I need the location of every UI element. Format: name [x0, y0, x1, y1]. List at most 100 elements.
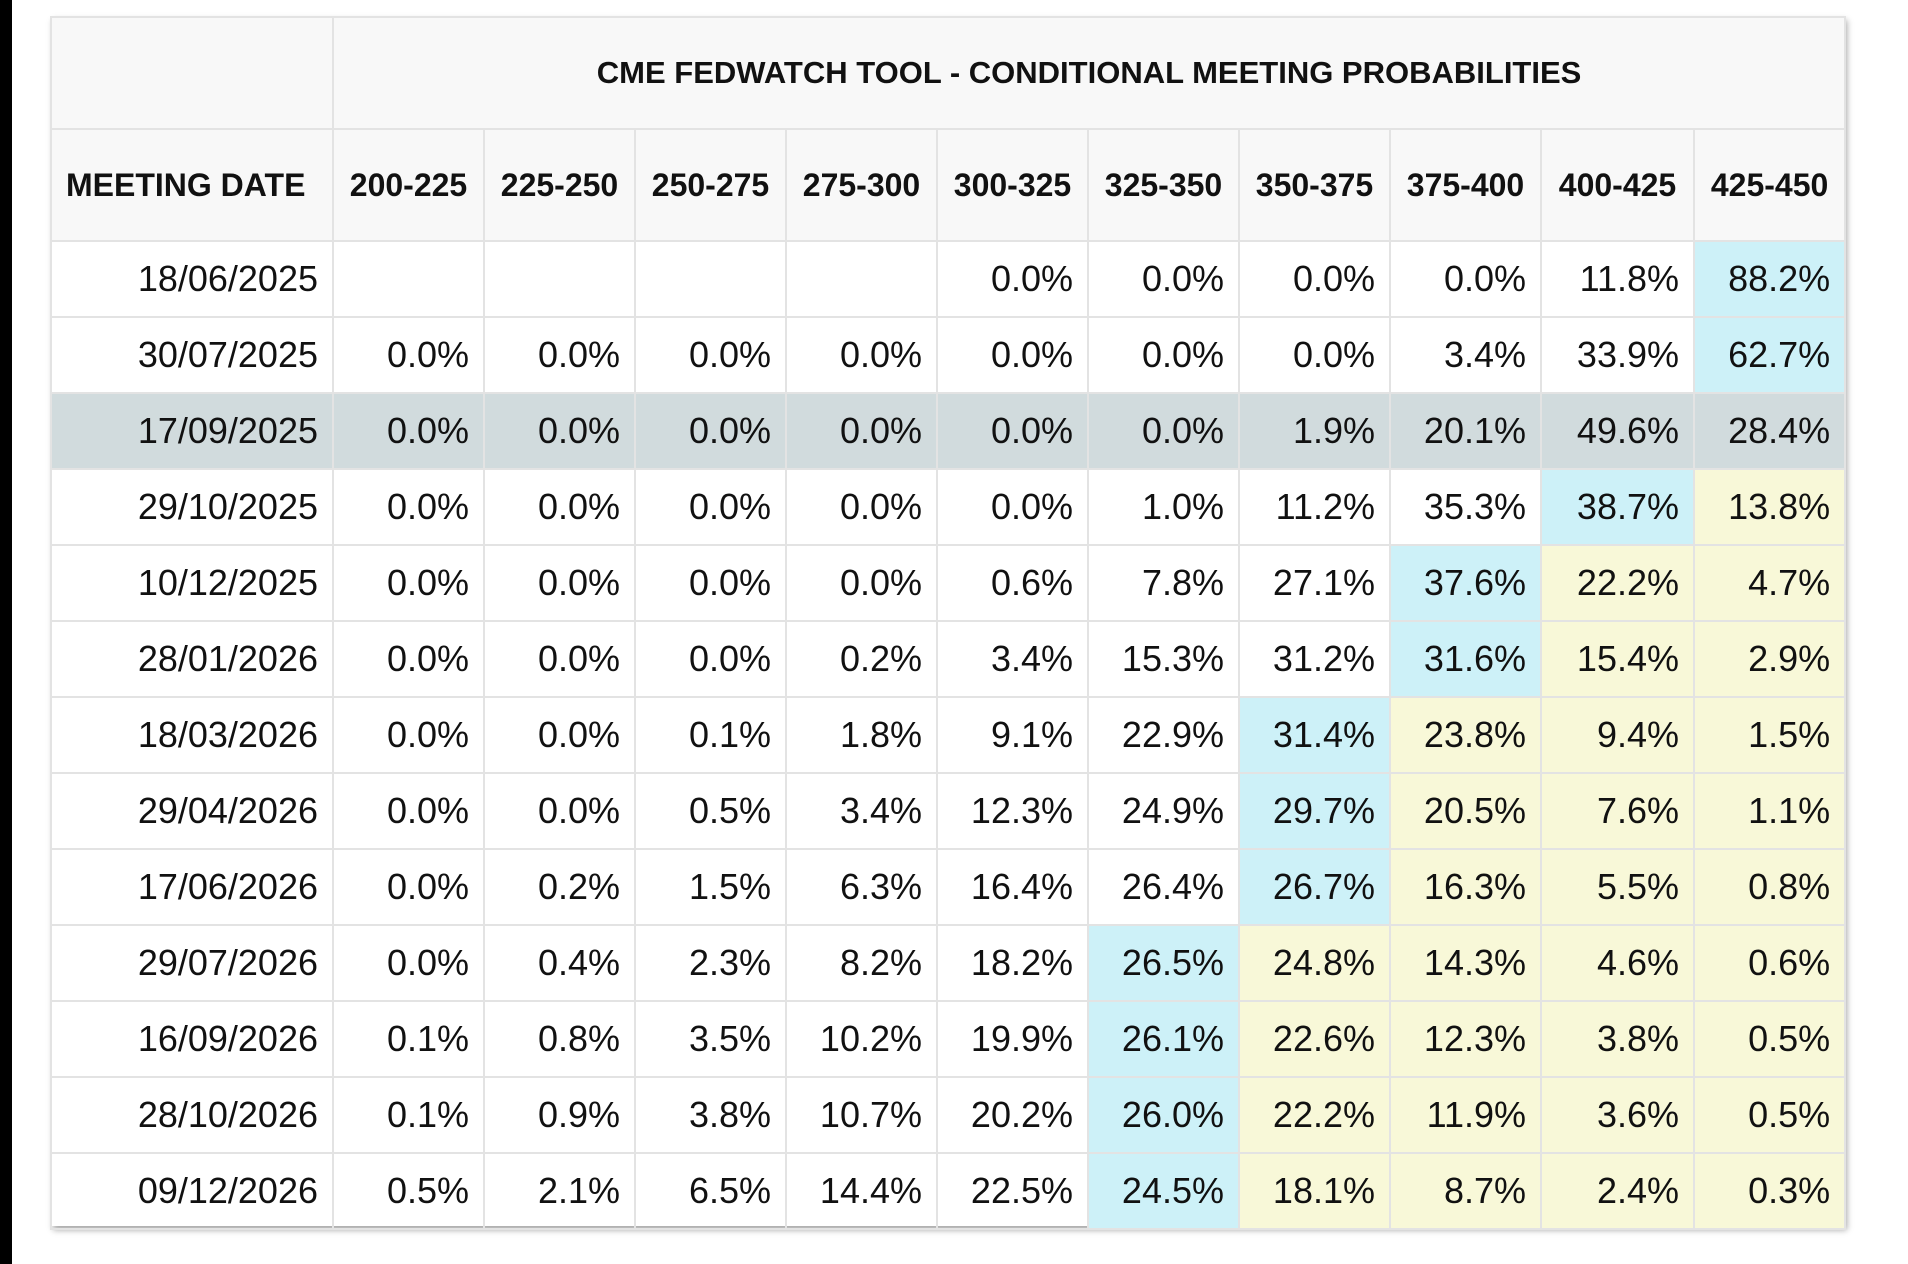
probability-cell: 7.8% — [1087, 544, 1240, 622]
probability-cell: 49.6% — [1540, 392, 1695, 470]
probability-cell: 0.0% — [483, 620, 636, 698]
probability-cell: 0.2% — [483, 848, 636, 926]
probability-cell: 0.0% — [1238, 240, 1391, 318]
probability-cell: 7.6% — [1540, 772, 1695, 850]
probability-cell: 22.2% — [1238, 1076, 1391, 1154]
probability-cell: 0.2% — [785, 620, 938, 698]
rate-column-header: 375-400 — [1389, 128, 1542, 242]
probability-cell: 3.5% — [634, 1000, 787, 1078]
probability-cell: 0.0% — [634, 316, 787, 394]
probability-cell: 31.2% — [1238, 620, 1391, 698]
probability-cell: 6.3% — [785, 848, 938, 926]
meeting-date-cell: 28/01/2026 — [50, 620, 334, 698]
probability-cell: 2.4% — [1540, 1152, 1695, 1230]
probability-cell: 35.3% — [1389, 468, 1542, 546]
probability-cell: 5.5% — [1540, 848, 1695, 926]
probability-cell: 0.0% — [634, 392, 787, 470]
meeting-date-cell: 17/09/2025 — [50, 392, 334, 470]
probability-cell: 14.4% — [785, 1152, 938, 1230]
rate-column-header: 225-250 — [483, 128, 636, 242]
probability-cell: 10.7% — [785, 1076, 938, 1154]
probability-cell: 2.3% — [634, 924, 787, 1002]
probability-cell: 8.7% — [1389, 1152, 1542, 1230]
probability-cell: 0.0% — [483, 468, 636, 546]
rate-column-header: 325-350 — [1087, 128, 1240, 242]
meeting-date-cell: 17/06/2026 — [50, 848, 334, 926]
probability-cell: 22.5% — [936, 1152, 1089, 1230]
probability-cell: 0.0% — [936, 240, 1089, 318]
probability-cell: 0.8% — [483, 1000, 636, 1078]
probability-cell: 0.0% — [332, 848, 485, 926]
probability-cell: 0.6% — [1692, 924, 1847, 1002]
rate-column-header: 200-225 — [332, 128, 485, 242]
probability-cell: 88.2% — [1692, 240, 1847, 318]
probability-cell: 0.0% — [785, 316, 938, 394]
probability-cell: 0.0% — [332, 620, 485, 698]
probability-cell: 33.9% — [1540, 316, 1695, 394]
table-row: 28/01/2026 0.0% 0.0% 0.0% 0.2% 3.4% 15.3% 31.2%… — [50, 620, 1847, 698]
table-row: 18/03/2026 0.0% 0.0% 0.1% 1.8% 9.1% 22.9% 31.4%… — [50, 696, 1847, 774]
probability-cell: 3.4% — [785, 772, 938, 850]
table-row: 29/07/2026 0.0% 0.4% 2.3% 8.2% 18.2% 26.5% 24.8… — [50, 924, 1847, 1002]
probability-cell: 3.4% — [1389, 316, 1542, 394]
probability-cell: 16.4% — [936, 848, 1089, 926]
table-row: 17/06/2026 0.0% 0.2% 1.5% 6.3% 16.4% 26.4% 26.7… — [50, 848, 1847, 926]
table-row: 28/10/2026 0.1% 0.9% 3.8% 10.7% 20.2% 26.0% 22.… — [50, 1076, 1847, 1154]
probability-cell: 0.0% — [1238, 316, 1391, 394]
probability-cell: 0.5% — [634, 772, 787, 850]
probability-cell: 1.5% — [1692, 696, 1847, 774]
probability-cell: 12.3% — [1389, 1000, 1542, 1078]
probability-cell: 24.5% — [1087, 1152, 1240, 1230]
probability-cell: 3.6% — [1540, 1076, 1695, 1154]
meeting-date-cell: 30/07/2025 — [50, 316, 334, 394]
probability-cell: 0.0% — [936, 468, 1089, 546]
probability-cell: 0.1% — [332, 1000, 485, 1078]
probability-cell: 0.0% — [332, 544, 485, 622]
probability-cell: 0.5% — [1692, 1076, 1847, 1154]
probability-cell: 26.1% — [1087, 1000, 1240, 1078]
probability-cell: 1.0% — [1087, 468, 1240, 546]
rate-column-header: 400-425 — [1540, 128, 1695, 242]
table-row: 29/04/2026 0.0% 0.0% 0.5% 3.4% 12.3% 24.9% 29.7… — [50, 772, 1847, 850]
probability-cell: 22.2% — [1540, 544, 1695, 622]
probability-cell: 22.9% — [1087, 696, 1240, 774]
probability-cell: 31.4% — [1238, 696, 1391, 774]
meeting-date-cell: 18/03/2026 — [50, 696, 334, 774]
probability-cell: 20.1% — [1389, 392, 1542, 470]
probability-cell: 0.1% — [634, 696, 787, 774]
probability-cell: 0.0% — [1389, 240, 1542, 318]
probability-cell: 24.8% — [1238, 924, 1391, 1002]
probability-table: CME FEDWATCH TOOL - CONDITIONAL MEETING … — [50, 16, 1847, 1230]
probability-cell: 0.0% — [483, 316, 636, 394]
probability-cell: 0.1% — [332, 1076, 485, 1154]
probability-cell: 14.3% — [1389, 924, 1542, 1002]
probability-cell: 0.4% — [483, 924, 636, 1002]
probability-cell: 13.8% — [1692, 468, 1847, 546]
table-title: CME FEDWATCH TOOL - CONDITIONAL MEETING … — [331, 16, 1847, 130]
probability-cell: 0.5% — [332, 1152, 485, 1230]
screenshot-frame: CME FEDWATCH TOOL - CONDITIONAL MEETING … — [12, 0, 1908, 1264]
probability-cell: 1.9% — [1238, 392, 1391, 470]
probability-cell: 2.9% — [1692, 620, 1847, 698]
probability-cell: 11.9% — [1389, 1076, 1542, 1154]
probability-cell: 9.1% — [936, 696, 1089, 774]
title-row: CME FEDWATCH TOOL - CONDITIONAL MEETING … — [50, 16, 1847, 130]
probability-cell: 1.8% — [785, 696, 938, 774]
probability-cell: 26.0% — [1087, 1076, 1240, 1154]
corner-cell — [50, 16, 334, 130]
table-row: 29/10/2025 0.0% 0.0% 0.0% 0.0% 0.0% 1.0% 11.2% 3… — [50, 468, 1847, 546]
probability-cell: 0.0% — [785, 392, 938, 470]
probability-cell: 0.0% — [936, 392, 1089, 470]
probability-cell: 0.0% — [483, 772, 636, 850]
probability-cell: 20.5% — [1389, 772, 1542, 850]
meeting-date-cell: 29/04/2026 — [50, 772, 334, 850]
probability-cell: 19.9% — [936, 1000, 1089, 1078]
meeting-date-cell: 29/07/2026 — [50, 924, 334, 1002]
probability-cell: 37.6% — [1389, 544, 1542, 622]
table-row: 17/09/2025 0.0% 0.0% 0.0% 0.0% 0.0% 0.0% 1.9% 20… — [50, 392, 1847, 470]
probability-cell: 26.5% — [1087, 924, 1240, 1002]
probability-cell: 0.0% — [1087, 392, 1240, 470]
probability-cell: 27.1% — [1238, 544, 1391, 622]
probability-cell: 0.0% — [785, 544, 938, 622]
probability-cell: 0.0% — [1087, 240, 1240, 318]
